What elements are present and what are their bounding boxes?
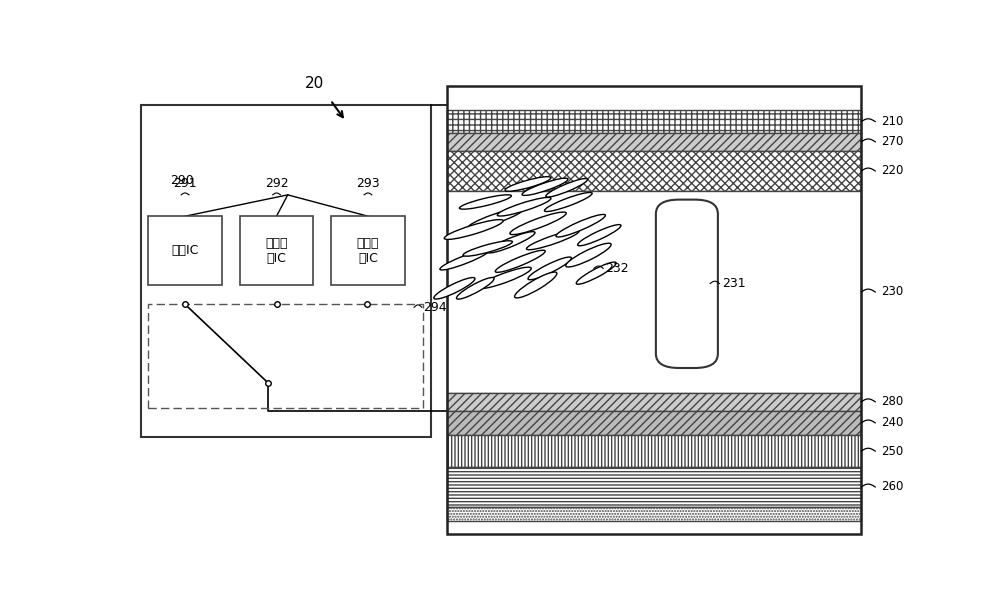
Text: 250: 250 [881,445,904,458]
Bar [447,393,861,411]
Ellipse shape [546,179,588,197]
Ellipse shape [505,177,551,191]
Bar [331,216,405,285]
Text: 260: 260 [881,480,904,493]
Text: 210: 210 [881,115,904,128]
Bar [240,216,313,285]
Text: 显示IC: 显示IC [171,244,199,257]
Bar [148,216,222,285]
Ellipse shape [459,195,511,209]
Bar [447,191,861,393]
Text: 压力触
控IC: 压力触 控IC [357,237,379,265]
Bar [447,86,861,534]
Bar [447,133,861,151]
Bar [447,436,861,467]
Text: 230: 230 [881,285,904,299]
Bar [148,304,423,408]
Text: 291: 291 [173,177,197,190]
Bar [447,151,861,191]
Text: 270: 270 [881,136,904,148]
Ellipse shape [522,178,568,195]
Ellipse shape [497,197,551,216]
Ellipse shape [487,232,535,253]
Ellipse shape [510,212,566,235]
Bar [447,507,861,521]
Ellipse shape [463,241,512,256]
Ellipse shape [444,219,503,240]
Ellipse shape [468,208,523,229]
Bar [447,411,861,436]
Ellipse shape [440,249,489,270]
FancyBboxPatch shape [656,200,718,368]
Text: 231: 231 [722,277,745,290]
Ellipse shape [576,262,616,284]
Text: 20: 20 [305,76,324,91]
Text: 240: 240 [881,416,904,429]
Ellipse shape [456,277,494,299]
Text: 普通触
控IC: 普通触 控IC [265,237,288,265]
Ellipse shape [526,230,579,249]
Text: 220: 220 [881,164,904,177]
Ellipse shape [478,267,531,288]
Ellipse shape [515,272,557,298]
Bar [447,110,861,133]
Text: 280: 280 [881,395,904,408]
Ellipse shape [495,250,545,272]
Ellipse shape [556,214,605,237]
Bar [140,105,431,437]
Ellipse shape [578,225,621,246]
Text: 292: 292 [265,177,288,190]
Ellipse shape [544,192,592,211]
Text: 293: 293 [356,177,380,190]
Text: 232: 232 [606,262,629,275]
Ellipse shape [528,257,571,280]
Ellipse shape [434,278,475,299]
Bar [447,467,861,507]
Ellipse shape [566,243,611,267]
Text: 294: 294 [423,301,447,314]
Text: 290: 290 [170,174,194,187]
